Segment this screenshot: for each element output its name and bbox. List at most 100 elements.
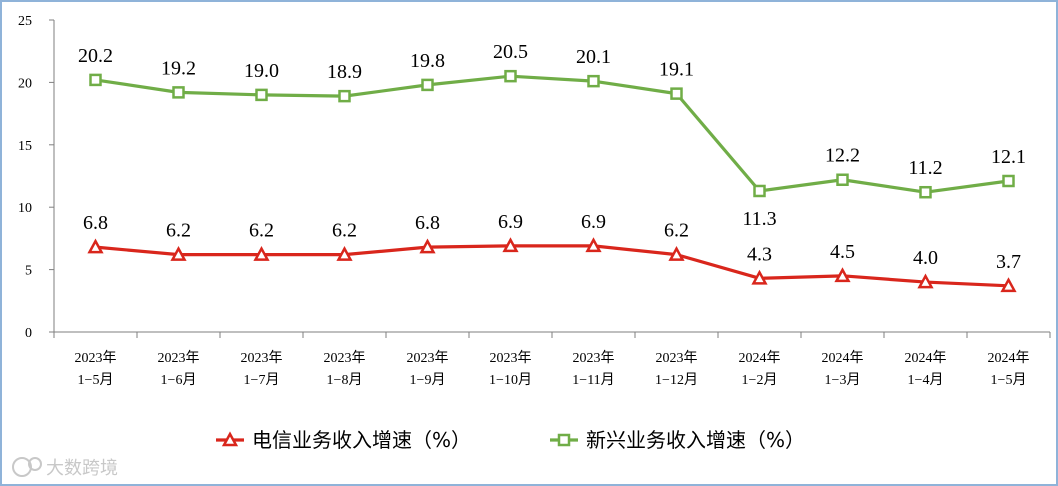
y-tick-label: 5 [25, 264, 32, 279]
x-category-line: 2024年 [905, 350, 947, 366]
data-point [170, 246, 187, 261]
legend: 电信业务收入增速（%） 新兴业务收入增速（%） [216, 428, 805, 452]
axes [53, 20, 1050, 333]
y-tick-label: 15 [18, 139, 32, 154]
x-category-line: 1−11月 [572, 372, 614, 388]
y-tick-label: 0 [25, 326, 32, 341]
x-category-line: 2023年 [656, 350, 698, 366]
data-label: 6.9 [581, 211, 606, 233]
data-label: 11.3 [742, 208, 776, 230]
data-label: 4.3 [747, 243, 772, 265]
data-point [834, 267, 851, 283]
x-category-line: 2023年 [407, 350, 449, 366]
watermark-logo-icon [12, 457, 42, 477]
data-label: 6.2 [249, 220, 274, 242]
data-label: 6.2 [332, 220, 357, 242]
data-point [87, 238, 104, 254]
x-category-line: 2023年 [75, 350, 117, 366]
data-label: 20.1 [576, 46, 611, 68]
x-category-line: 1−3月 [825, 372, 861, 388]
data-point [338, 89, 351, 103]
data-label: 6.8 [83, 212, 108, 234]
data-label: 4.0 [913, 247, 938, 269]
x-category-label: 2023年 1−5月 [75, 350, 117, 388]
x-category-line: 2023年 [241, 350, 283, 366]
x-category-line: 1−2月 [742, 372, 778, 388]
x-category-line: 2023年 [490, 350, 532, 366]
data-label: 18.9 [327, 61, 362, 83]
data-point [587, 74, 600, 88]
data-point [253, 246, 270, 261]
data-label: 6.2 [166, 220, 191, 242]
x-category-label: 2023年 1−9月 [407, 350, 449, 388]
x-category-line: 1−5月 [78, 372, 114, 388]
data-point [172, 86, 185, 99]
data-point [836, 173, 849, 186]
data-point [255, 88, 268, 102]
watermark: 大数跨境 [12, 457, 118, 479]
y-tick-label: 25 [18, 14, 32, 29]
x-category-line: 1−5月 [991, 372, 1027, 388]
x-category-label: 2024年 1−2月 [739, 350, 781, 388]
x-category-line: 1−8月 [327, 372, 363, 388]
legend-label: 新兴业务收入增速（%） [586, 428, 805, 452]
y-tick-label: 20 [18, 76, 32, 91]
data-label: 11.2 [908, 157, 942, 179]
data-label: 4.5 [830, 241, 855, 263]
data-label: 20.5 [493, 41, 528, 63]
data-point [753, 184, 766, 198]
x-category-line: 1−6月 [161, 372, 197, 388]
x-category-label: 2024年 1−4月 [905, 350, 947, 388]
x-category-label: 2023年 1−12月 [655, 350, 698, 388]
data-point [504, 69, 517, 83]
x-category-label: 2023年 1−6月 [158, 350, 200, 388]
series-line [95, 244, 1009, 288]
x-category-line: 2023年 [573, 350, 615, 366]
data-point [585, 237, 602, 253]
data-label: 12.1 [991, 146, 1026, 168]
legend-item: 电信业务收入增速（%） [216, 428, 471, 452]
x-category-line: 2023年 [324, 350, 366, 366]
x-category-label: 2023年 1−11月 [572, 350, 614, 388]
data-point [1000, 277, 1017, 293]
data-point [919, 185, 932, 199]
watermark-text: 大数跨境 [46, 458, 118, 479]
data-label: 19.0 [244, 60, 279, 82]
y-axis-ticks: 0 5 10 15 20 25 [18, 14, 54, 341]
data-point [917, 273, 934, 289]
data-point [421, 78, 434, 92]
data-label: 19.8 [410, 50, 445, 72]
x-category-line: 1−12月 [655, 372, 698, 388]
data-point [751, 269, 768, 285]
data-point [670, 87, 683, 100]
series-emerging: 20.2 19.2 19.0 18.9 19.8 20.5 20.1 19.1 11.3 12.2… [78, 41, 1026, 230]
x-category-line: 1−9月 [410, 372, 446, 388]
legend-item: 新兴业务收入增速（%） [550, 428, 805, 452]
x-category-line: 2023年 [158, 350, 200, 366]
x-category-label: 2023年 1−10月 [489, 350, 532, 388]
data-label: 19.2 [161, 57, 196, 79]
data-label: 19.1 [659, 59, 694, 81]
x-category-label: 2023年 1−8月 [324, 350, 366, 388]
data-point [668, 246, 685, 261]
x-category-line: 1−7月 [244, 372, 280, 388]
legend-marker [557, 433, 571, 447]
data-label: 12.2 [825, 145, 860, 167]
y-tick-label: 10 [18, 201, 32, 216]
series-group: 6.8 6.2 6.2 6.2 6.8 6.9 6.9 6.2 4.3 4.5 4.0 3.7 20.2… [78, 41, 1026, 293]
data-point [1002, 174, 1015, 188]
series-line [95, 74, 1009, 194]
data-point [502, 237, 519, 253]
x-category-line: 1−4月 [908, 372, 944, 388]
data-label: 6.9 [498, 211, 523, 233]
x-category-line: 2024年 [988, 350, 1030, 366]
legend-label: 电信业务收入增速（%） [252, 428, 471, 452]
data-label: 3.7 [996, 251, 1021, 273]
x-category-label: 2024年 1−3月 [822, 350, 864, 388]
data-point [419, 238, 436, 254]
data-label: 6.2 [664, 220, 689, 242]
x-category-line: 1−10月 [489, 372, 532, 388]
